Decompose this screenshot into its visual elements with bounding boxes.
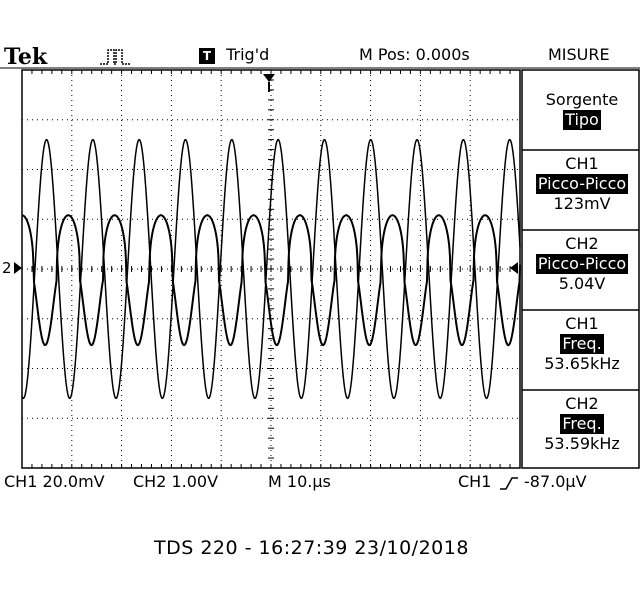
measurement-3-value: 53.65kHz: [544, 354, 620, 373]
measurement-2-type: Picco-Picco: [535, 254, 629, 274]
measurement-3-channel: CH1: [565, 314, 599, 333]
horizontal-position: M Pos: 0.000s: [359, 45, 470, 64]
ch2-scale: CH2 1.00V: [133, 472, 219, 491]
measurement-3-type: Freq.: [560, 334, 604, 354]
measurement-2-value: 5.04V: [558, 274, 606, 293]
ch2-trace: [21, 138, 521, 400]
time-scale: M 10.µs: [268, 472, 331, 491]
measurement-4-channel: CH2: [565, 394, 599, 413]
measurement-4-value: 53.59kHz: [544, 434, 620, 453]
measurement-2[interactable]: CH2 Picco-Picco 5.04V: [524, 234, 640, 308]
measurement-1-type: Picco-Picco: [535, 174, 629, 194]
trigger-icon: T: [199, 48, 215, 64]
source-title: Sorgente: [545, 90, 619, 109]
measurement-1-channel: CH1: [565, 154, 599, 173]
ch1-trace: [22, 214, 521, 347]
trigger-source: CH1: [458, 472, 492, 491]
source-type-button[interactable]: Tipo: [563, 110, 601, 130]
ch1-scale: CH1 20.0mV: [4, 472, 105, 491]
channel-ground-marker: [14, 262, 22, 274]
measurement-4[interactable]: CH2 Freq. 53.59kHz: [524, 394, 640, 468]
trigger-status-label: Trig'd: [226, 45, 270, 64]
brand-logo: Tek: [4, 44, 48, 70]
measurement-3[interactable]: CH1 Freq. 53.65kHz: [524, 314, 640, 388]
measurement-1-value: 123mV: [553, 194, 611, 213]
trigger-status: T Trig'd: [199, 46, 269, 64]
measurement-2-channel: CH2: [565, 234, 599, 253]
side-menu-frame: [521, 69, 640, 469]
menu-source[interactable]: Sorgente Tipo: [524, 86, 640, 146]
instrument-caption: TDS 220 - 16:27:39 23/10/2018: [154, 537, 469, 559]
trigger-position-marker: [263, 74, 275, 82]
trigger-level-marker: [510, 262, 518, 274]
menu-title: MISURE: [548, 45, 610, 64]
measurement-1[interactable]: CH1 Picco-Picco 123mV: [524, 154, 640, 228]
trigger-level: -87.0µV: [524, 472, 587, 491]
graticule: [21, 69, 521, 469]
measurement-4-type: Freq.: [560, 414, 604, 434]
channel-marker-label: 2: [2, 259, 12, 277]
